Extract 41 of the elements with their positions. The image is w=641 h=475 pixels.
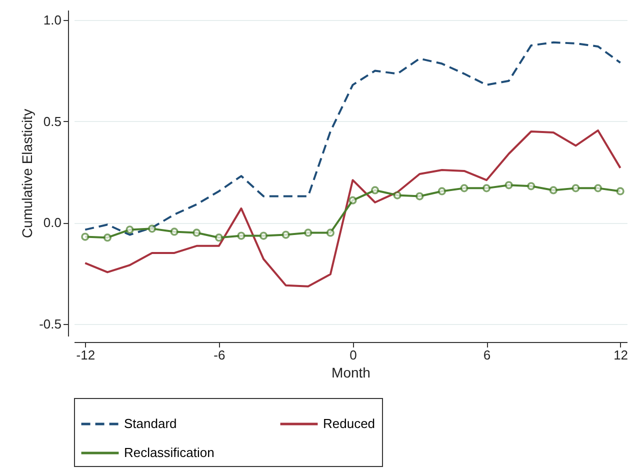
y-tick-label: 0.0 [43, 215, 62, 230]
point [170, 228, 178, 236]
point [527, 182, 536, 190]
point [81, 232, 90, 241]
y-tick-label: 1.0 [43, 12, 62, 28]
x-tick-label: 0 [350, 348, 357, 362]
y-axis-title: Cumulative Elasticity [19, 108, 36, 238]
point [259, 232, 268, 240]
point [326, 228, 334, 237]
x-tick-label: 12 [614, 348, 628, 362]
x-axis-title: Month [332, 364, 370, 380]
point [572, 184, 580, 192]
point [482, 184, 491, 192]
point [214, 234, 223, 242]
point [370, 186, 380, 194]
y-tick-label: 0.5 [43, 114, 62, 129]
legend-label: Reduced [323, 416, 376, 431]
point [438, 187, 446, 196]
point [393, 191, 402, 200]
point [460, 184, 468, 192]
point [192, 228, 201, 237]
line-series [84, 129, 622, 288]
x-tick-label: -12 [76, 348, 96, 362]
point [594, 184, 602, 192]
point [416, 192, 424, 200]
point [348, 196, 357, 204]
point [282, 230, 290, 239]
point [616, 187, 624, 196]
legend-label: Standard [124, 416, 177, 431]
legend-label: Reclassification [124, 445, 214, 460]
point [103, 234, 112, 242]
x-tick-label: -6 [214, 348, 226, 362]
y-tick-label: -0.5 [39, 316, 62, 332]
point [304, 228, 312, 237]
point [237, 232, 246, 240]
point [126, 226, 134, 234]
line-series [84, 41, 622, 236]
point [549, 186, 558, 194]
point [504, 181, 513, 190]
point [148, 224, 156, 233]
x-tick-label: 6 [483, 348, 491, 362]
